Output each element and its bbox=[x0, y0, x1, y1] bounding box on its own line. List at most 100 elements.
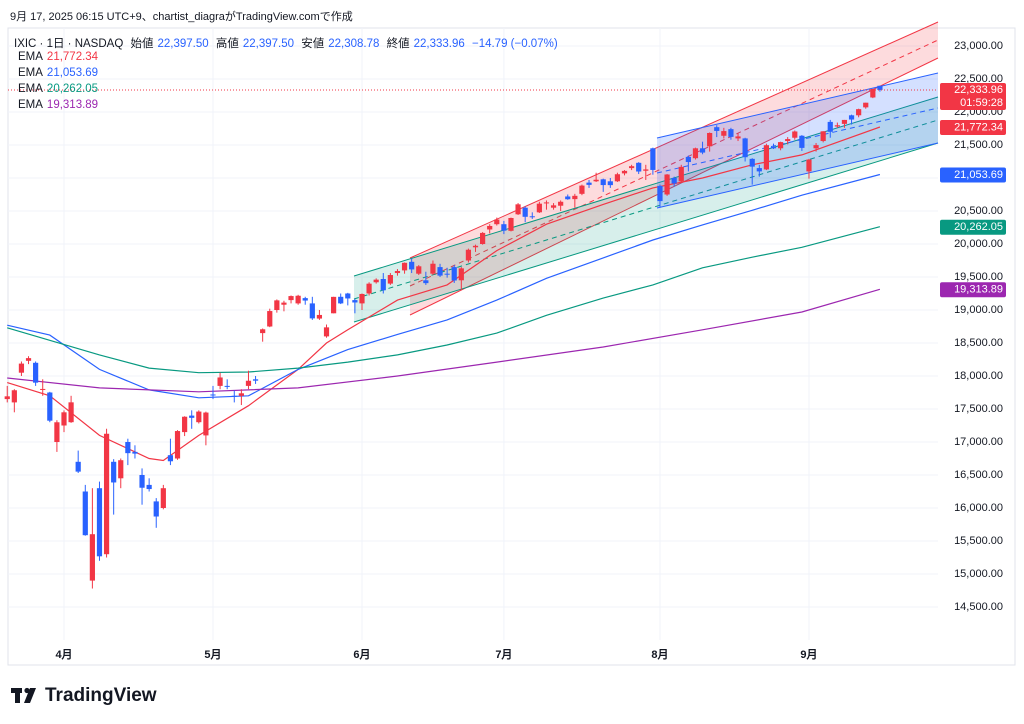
candle-body bbox=[68, 402, 74, 423]
candle-body bbox=[487, 225, 493, 230]
candle-body bbox=[728, 129, 734, 137]
candle-body bbox=[643, 169, 649, 171]
candle-body bbox=[331, 296, 337, 314]
candle-body bbox=[707, 132, 713, 147]
candle-body bbox=[593, 179, 599, 182]
blue-channel-mid bbox=[656, 107, 939, 174]
candle-body bbox=[387, 275, 393, 284]
ema-name: EMA bbox=[18, 99, 43, 111]
candle-body bbox=[614, 174, 621, 182]
candle-body bbox=[274, 300, 280, 310]
ema-price-box bbox=[940, 219, 1006, 235]
ema-value: 19,313.89 bbox=[46, 99, 99, 111]
candle-body bbox=[742, 138, 748, 158]
candle-body bbox=[281, 302, 287, 305]
ema-line bbox=[7, 126, 881, 462]
red-channel-mid bbox=[409, 39, 939, 287]
open-name: 始値 bbox=[130, 38, 154, 50]
y-tick-label: 16,500.00 bbox=[954, 469, 1003, 481]
candle-body bbox=[465, 249, 472, 261]
candle-body bbox=[480, 232, 486, 244]
candle-body bbox=[550, 205, 557, 208]
candle-body bbox=[565, 196, 571, 200]
candle-body bbox=[416, 266, 422, 274]
price-axis: 14,500.00 15,000.00 15,500.00 16,000.00 16,5… bbox=[8, 40, 1006, 661]
ema-name: EMA bbox=[18, 67, 43, 79]
candle-body bbox=[870, 88, 876, 98]
candle-body bbox=[607, 181, 613, 186]
candle-body bbox=[621, 170, 628, 174]
x-tick-label: 9月 bbox=[800, 648, 817, 661]
candle-body bbox=[451, 267, 457, 281]
candle-body bbox=[245, 380, 252, 386]
candle-body bbox=[671, 177, 677, 184]
candle-body bbox=[189, 415, 195, 418]
green-channel-mid bbox=[353, 119, 939, 300]
ema-name: EMA bbox=[18, 51, 43, 63]
y-tick-label: 17,000.00 bbox=[954, 436, 1003, 448]
y-tick-label: 18,500.00 bbox=[954, 337, 1003, 349]
y-tick-label: 20,000.00 bbox=[954, 238, 1003, 250]
candle-body bbox=[494, 219, 500, 225]
candle-body bbox=[806, 159, 812, 172]
candle-body bbox=[777, 142, 784, 149]
candle-body bbox=[47, 392, 53, 421]
x-tick-label: 4月 bbox=[55, 648, 72, 661]
candle-body bbox=[103, 433, 110, 555]
candle-body bbox=[373, 279, 379, 283]
candle-body bbox=[132, 451, 138, 454]
candle-body bbox=[260, 329, 266, 334]
y-tick-label: 21,500.00 bbox=[954, 139, 1003, 151]
candle-body bbox=[316, 314, 323, 319]
countdown: 01:59:28 bbox=[960, 97, 1003, 109]
candle-body bbox=[657, 185, 663, 202]
candle-body bbox=[444, 273, 450, 275]
grid bbox=[8, 28, 938, 640]
candle-body bbox=[217, 377, 223, 386]
candle-body bbox=[508, 217, 514, 231]
high-name: 高値 bbox=[215, 38, 239, 50]
candle-body bbox=[338, 296, 344, 304]
low-value: 22,308.78 bbox=[328, 38, 380, 50]
green-channel-top bbox=[353, 96, 939, 277]
ema-line bbox=[7, 288, 881, 393]
ema-price-box bbox=[940, 167, 1006, 183]
candle-body bbox=[586, 182, 592, 185]
candle-body bbox=[423, 280, 429, 284]
legend-ohlc: IXIC · 1日 · NASDAQ 始値 22,397.50 高値 22,397.… bbox=[14, 35, 562, 51]
frame bbox=[7, 27, 1016, 666]
ema-value: 21,053.69 bbox=[46, 67, 99, 79]
candle-body bbox=[196, 411, 202, 423]
candle-body bbox=[522, 207, 528, 217]
candle-body bbox=[863, 102, 869, 108]
x-tick-label: 5月 bbox=[204, 648, 221, 661]
candle-body bbox=[82, 491, 88, 536]
ema-legend-row: EMA 19,313.89 bbox=[18, 99, 102, 111]
ema-price-box bbox=[940, 120, 1006, 136]
close-name: 終値 bbox=[386, 38, 410, 50]
y-tick-label: 16,000.00 bbox=[954, 502, 1003, 514]
candle-body bbox=[827, 121, 833, 132]
candle-body bbox=[40, 388, 46, 390]
candle-body bbox=[139, 474, 145, 488]
candles bbox=[4, 85, 883, 589]
candle-body bbox=[231, 395, 237, 397]
candle-body bbox=[380, 278, 386, 291]
x-tick-label: 7月 bbox=[495, 648, 512, 661]
candle-body bbox=[430, 263, 436, 274]
candle-body bbox=[834, 125, 840, 127]
candle-body bbox=[267, 311, 273, 327]
candle-body bbox=[224, 385, 230, 387]
candle-body bbox=[600, 179, 606, 186]
candle-body bbox=[650, 148, 656, 170]
y-tick-label: 15,000.00 bbox=[954, 568, 1003, 580]
red-channel bbox=[410, 22, 938, 315]
candle-body bbox=[366, 283, 372, 294]
credit: 9月 17, 2025 06:15 UTC+9、chartist_diagraが… bbox=[10, 11, 353, 23]
candle-body bbox=[572, 195, 578, 200]
candle-body bbox=[685, 156, 691, 163]
y-tick-label: 14,500.00 bbox=[954, 601, 1003, 613]
ema-price-label: 21,772.34 bbox=[954, 121, 1003, 133]
y-tick-label: 23,000.00 bbox=[954, 40, 1003, 52]
